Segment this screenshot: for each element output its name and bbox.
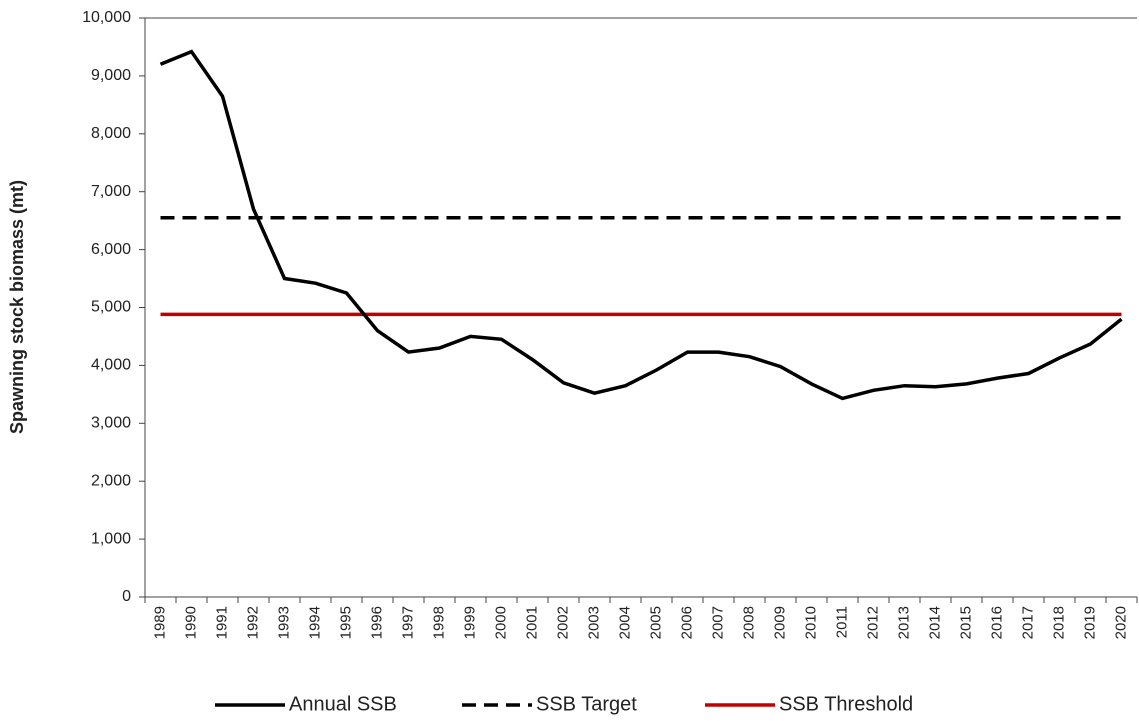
- x-tick-label: 2019: [1081, 606, 1098, 639]
- x-tick-label: 2016: [988, 606, 1005, 639]
- x-tick-label: 2020: [1112, 606, 1129, 639]
- x-tick-label: 2009: [771, 606, 788, 639]
- x-tick-label: 2007: [709, 606, 726, 639]
- y-axis-label: Spawning stock biomass (mt): [7, 180, 27, 434]
- x-tick-label: 2003: [585, 606, 602, 639]
- x-tick-label: 1998: [430, 606, 447, 639]
- x-tick-label: 1991: [213, 606, 230, 639]
- y-tick-label: 7,000: [91, 183, 131, 200]
- x-tick-label: 1990: [182, 606, 199, 639]
- y-tick-label: 0: [122, 588, 131, 605]
- x-tick-label: 1995: [337, 606, 354, 639]
- x-tick-label: 1993: [275, 606, 292, 639]
- x-tick-label: 2012: [864, 606, 881, 639]
- y-tick-label: 1,000: [91, 530, 131, 547]
- x-tick-label: 2015: [957, 606, 974, 639]
- legend-label: SSB Target: [536, 693, 637, 715]
- x-tick-label: 1994: [306, 606, 323, 639]
- y-tick-label: 2,000: [91, 472, 131, 489]
- x-tick-label: 2011: [833, 606, 850, 638]
- x-tick-label: 2004: [616, 606, 633, 639]
- legend-label: SSB Threshold: [779, 693, 913, 715]
- x-tick-label: 2008: [740, 606, 757, 639]
- x-tick-label: 2017: [1019, 606, 1036, 639]
- x-tick-label: 1997: [399, 606, 416, 639]
- y-tick-label: 8,000: [91, 125, 131, 142]
- x-tick-label: 1992: [244, 606, 261, 639]
- x-tick-label: 2005: [647, 606, 664, 639]
- x-tick-label: 2001: [523, 606, 540, 639]
- x-tick-label: 1999: [461, 606, 478, 639]
- y-tick-label: 4,000: [91, 357, 131, 374]
- y-tick-label: 10,000: [82, 9, 131, 26]
- y-tick-label: 5,000: [91, 299, 131, 316]
- x-tick-label: 2010: [802, 606, 819, 639]
- x-tick-label: 2000: [492, 606, 509, 639]
- x-tick-label: 2018: [1050, 606, 1067, 639]
- x-tick-label: 1989: [151, 606, 168, 639]
- x-tick-label: 2013: [895, 606, 912, 639]
- y-tick-label: 3,000: [91, 415, 131, 432]
- legend-label: Annual SSB: [289, 693, 397, 715]
- x-tick-label: 1996: [368, 606, 385, 639]
- x-tick-label: 2014: [926, 606, 943, 639]
- series-line: [159, 49, 1123, 401]
- x-tick-label: 2006: [678, 606, 695, 639]
- y-tick-label: 6,000: [91, 241, 131, 258]
- y-tick-label: 9,000: [91, 67, 131, 84]
- x-tick-label: 2002: [554, 606, 571, 639]
